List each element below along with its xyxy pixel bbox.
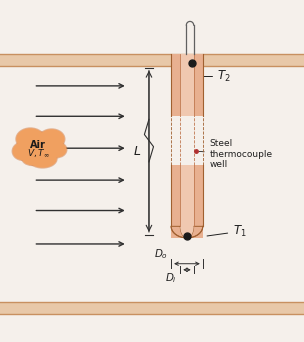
Ellipse shape [28,150,57,168]
Bar [171,165,180,238]
Ellipse shape [21,148,43,166]
Text: $D_o$: $D_o$ [154,248,168,261]
Ellipse shape [20,132,59,164]
Bar [0,54,304,66]
Text: Steel
thermocouple
well: Steel thermocouple well [199,140,273,169]
Ellipse shape [39,129,65,149]
Text: $L$: $L$ [133,145,141,158]
Bar [194,54,203,116]
Ellipse shape [15,127,46,151]
Ellipse shape [16,128,45,150]
Ellipse shape [12,142,33,160]
Polygon shape [180,226,194,238]
Ellipse shape [38,128,66,150]
Ellipse shape [46,142,67,158]
Text: $V, T_\infty$: $V, T_\infty$ [26,147,50,159]
Text: $D_i$: $D_i$ [165,272,177,286]
Ellipse shape [12,142,34,161]
Bar [0,302,304,314]
Ellipse shape [27,149,58,169]
Text: $T_2$: $T_2$ [193,67,231,84]
Bar [180,165,194,238]
Text: $T_1$: $T_1$ [207,224,247,239]
Ellipse shape [19,131,60,165]
Bar [194,165,203,238]
Text: Air: Air [30,140,46,149]
Bar [171,54,180,116]
Bar [180,54,194,116]
Ellipse shape [45,141,67,159]
Ellipse shape [22,149,42,165]
Polygon shape [171,226,203,238]
